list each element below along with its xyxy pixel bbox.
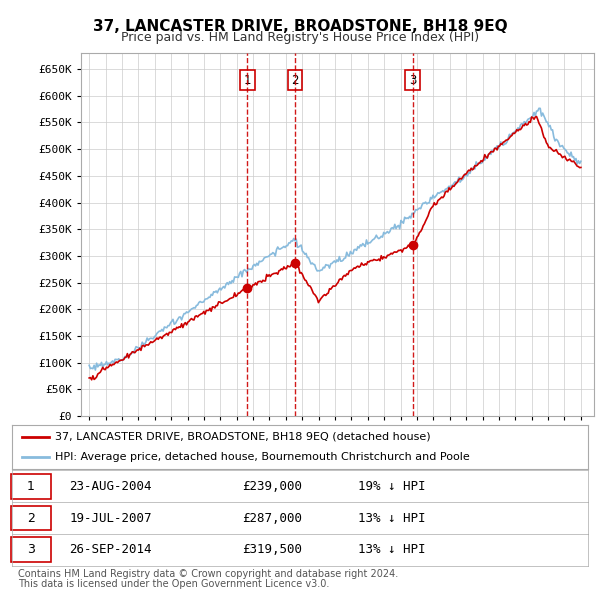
Text: 13% ↓ HPI: 13% ↓ HPI — [358, 543, 425, 556]
Text: 37, LANCASTER DRIVE, BROADSTONE, BH18 9EQ: 37, LANCASTER DRIVE, BROADSTONE, BH18 9E… — [92, 19, 508, 34]
Text: 23-AUG-2004: 23-AUG-2004 — [70, 480, 152, 493]
Text: This data is licensed under the Open Government Licence v3.0.: This data is licensed under the Open Gov… — [18, 579, 329, 589]
Text: 19-JUL-2007: 19-JUL-2007 — [70, 512, 152, 525]
Text: £319,500: £319,500 — [242, 543, 302, 556]
Text: 3: 3 — [27, 543, 35, 556]
Text: 1: 1 — [244, 74, 251, 87]
Text: 26-SEP-2014: 26-SEP-2014 — [70, 543, 152, 556]
Text: £287,000: £287,000 — [242, 512, 302, 525]
FancyBboxPatch shape — [11, 506, 51, 530]
FancyBboxPatch shape — [11, 537, 51, 562]
Text: £239,000: £239,000 — [242, 480, 302, 493]
FancyBboxPatch shape — [11, 474, 51, 499]
Text: 2: 2 — [291, 74, 299, 87]
Text: HPI: Average price, detached house, Bournemouth Christchurch and Poole: HPI: Average price, detached house, Bour… — [55, 452, 470, 462]
Text: Contains HM Land Registry data © Crown copyright and database right 2024.: Contains HM Land Registry data © Crown c… — [18, 569, 398, 579]
Text: 1: 1 — [27, 480, 35, 493]
Text: Price paid vs. HM Land Registry's House Price Index (HPI): Price paid vs. HM Land Registry's House … — [121, 31, 479, 44]
Text: 37, LANCASTER DRIVE, BROADSTONE, BH18 9EQ (detached house): 37, LANCASTER DRIVE, BROADSTONE, BH18 9E… — [55, 432, 431, 442]
Text: 3: 3 — [409, 74, 416, 87]
Text: 2: 2 — [27, 512, 35, 525]
Text: 19% ↓ HPI: 19% ↓ HPI — [358, 480, 425, 493]
Text: 13% ↓ HPI: 13% ↓ HPI — [358, 512, 425, 525]
